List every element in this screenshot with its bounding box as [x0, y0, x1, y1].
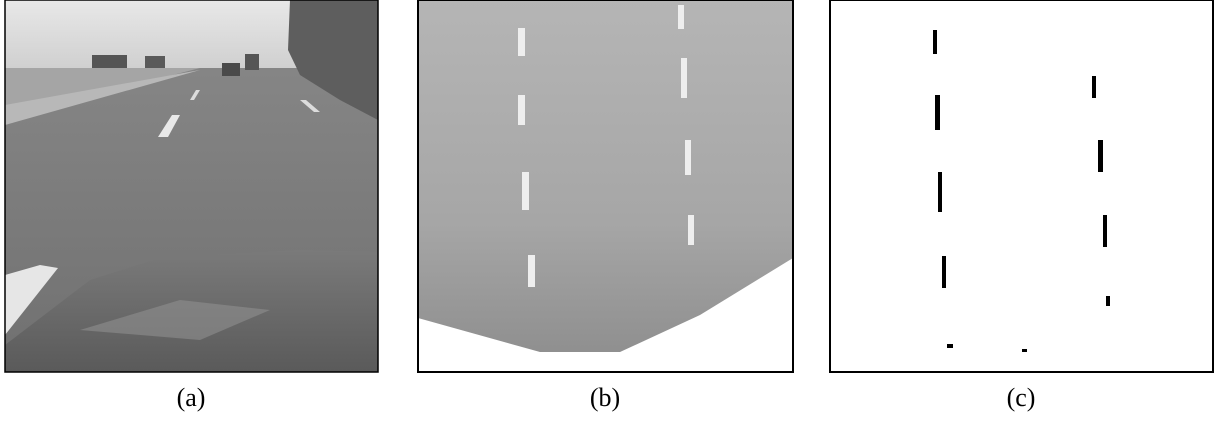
- panel-label: (c): [1007, 383, 1036, 412]
- panel-label: (a): [177, 383, 206, 412]
- panel-c-image: [829, 0, 1214, 373]
- panel-label: (b): [590, 383, 620, 412]
- panel-b-image: [417, 0, 794, 373]
- panel-a-image: [4, 0, 379, 373]
